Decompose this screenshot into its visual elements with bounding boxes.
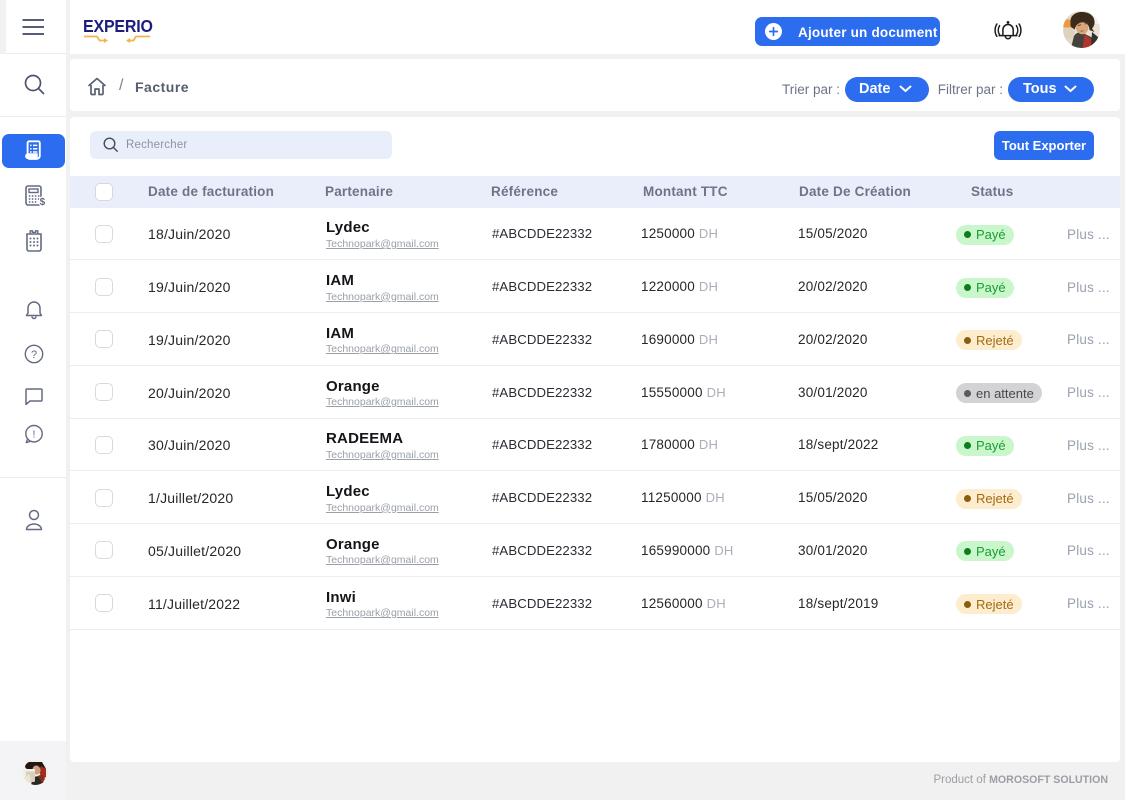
svg-text:$: $ bbox=[40, 197, 46, 207]
svg-text:!: ! bbox=[33, 429, 36, 441]
svg-text:?: ? bbox=[31, 349, 37, 361]
